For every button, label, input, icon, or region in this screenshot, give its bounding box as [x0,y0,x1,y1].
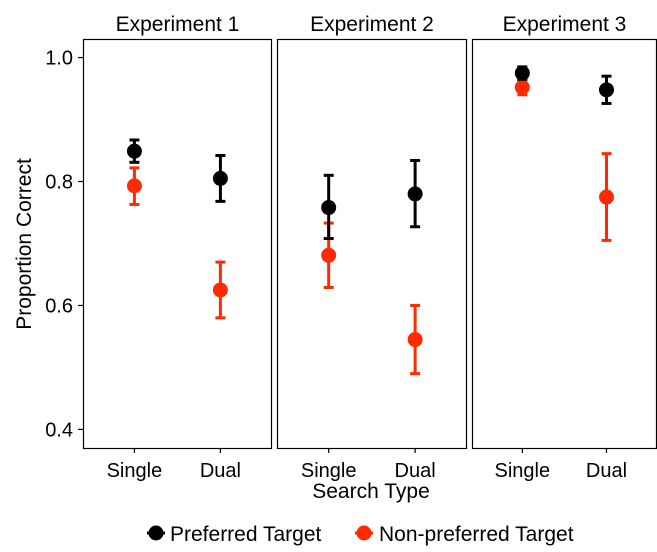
point-non-preferred-target-single [321,247,337,263]
point-preferred-target-single [514,65,530,81]
legend-item-preferred-target: Preferred Target [147,523,322,546]
legend: Preferred Target Non-preferred Target [147,523,574,546]
facet-title: Experiment 1 [116,13,240,36]
legend-key-preferred-target [147,525,165,541]
panel-border [276,38,468,450]
point-non-preferred-target-dual [407,332,423,348]
legend-item-non-preferred-target: Non-preferred Target [355,523,574,546]
panel-border [471,38,657,450]
point-preferred-target-dual [407,186,423,202]
x-axis-title: Search Type [312,480,430,503]
y-tick-label: 0.4 [45,419,73,441]
facet-1: Experiment 1 Single Dual [82,13,273,482]
point-preferred-target-dual [212,170,228,186]
legend-label: Non-preferred Target [379,523,574,546]
x-tick-label-dual: Dual [200,460,241,482]
y-tick-label: 0.8 [45,172,73,194]
y-tick-label: 0.6 [45,295,73,317]
panel-border [82,38,273,450]
point-non-preferred-target-single [514,79,530,95]
y-axis-title: Proportion Correct [13,158,36,330]
point-non-preferred-target-dual [212,282,228,298]
point-non-preferred-target-single [126,178,142,194]
facet-2: Experiment 2 Single Dual [276,13,468,482]
facet-title: Experiment 3 [503,13,627,36]
facet-panels: Experiment 1 Single Dual Experiment 2 Single… [82,13,657,482]
x-tick-label-dual: Dual [395,460,436,482]
y-axis: 0.4 0.6 0.8 1.0 [45,48,83,441]
x-tick-label-single: Single [107,460,163,482]
point-non-preferred-target-dual [598,189,614,205]
point-preferred-target-single [126,143,142,159]
x-tick-label-single: Single [495,460,551,482]
legend-label: Preferred Target [170,523,322,546]
point-preferred-target-dual [598,82,614,98]
y-tick-label: 1.0 [45,48,73,70]
legend-key-non-preferred-target [355,525,373,541]
facet-title: Experiment 2 [310,13,434,36]
point-preferred-target-single [321,200,337,216]
x-tick-label-single: Single [301,460,357,482]
x-tick-label-dual: Dual [586,460,627,482]
facet-3: Experiment 3 Single Dual [471,13,657,482]
